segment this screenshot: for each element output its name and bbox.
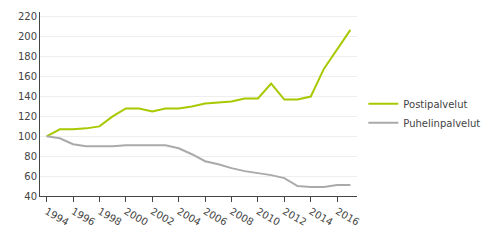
- svg-text:1998: 1998: [96, 206, 124, 228]
- svg-text:100: 100: [18, 131, 37, 142]
- svg-text:2010: 2010: [254, 206, 282, 228]
- svg-text:2014: 2014: [307, 206, 335, 228]
- svg-text:40: 40: [24, 191, 37, 202]
- svg-text:2000: 2000: [122, 206, 150, 228]
- svg-text:2016: 2016: [334, 206, 362, 228]
- svg-text:2004: 2004: [175, 206, 203, 228]
- svg-text:120: 120: [18, 111, 37, 122]
- svg-text:Puhelinpalvelut: Puhelinpalvelut: [403, 118, 480, 129]
- svg-text:220: 220: [18, 11, 37, 22]
- svg-text:160: 160: [18, 71, 37, 82]
- svg-text:80: 80: [24, 151, 37, 162]
- svg-text:140: 140: [18, 91, 37, 102]
- svg-text:180: 180: [18, 51, 37, 62]
- svg-text:2002: 2002: [149, 206, 177, 228]
- svg-text:2012: 2012: [281, 206, 309, 228]
- svg-text:200: 200: [18, 31, 37, 42]
- svg-text:60: 60: [24, 171, 37, 182]
- svg-text:1994: 1994: [43, 206, 71, 228]
- svg-text:Postipalvelut: Postipalvelut: [403, 99, 467, 110]
- svg-text:2006: 2006: [202, 206, 230, 228]
- svg-text:1996: 1996: [70, 206, 98, 228]
- svg-text:2008: 2008: [228, 206, 256, 228]
